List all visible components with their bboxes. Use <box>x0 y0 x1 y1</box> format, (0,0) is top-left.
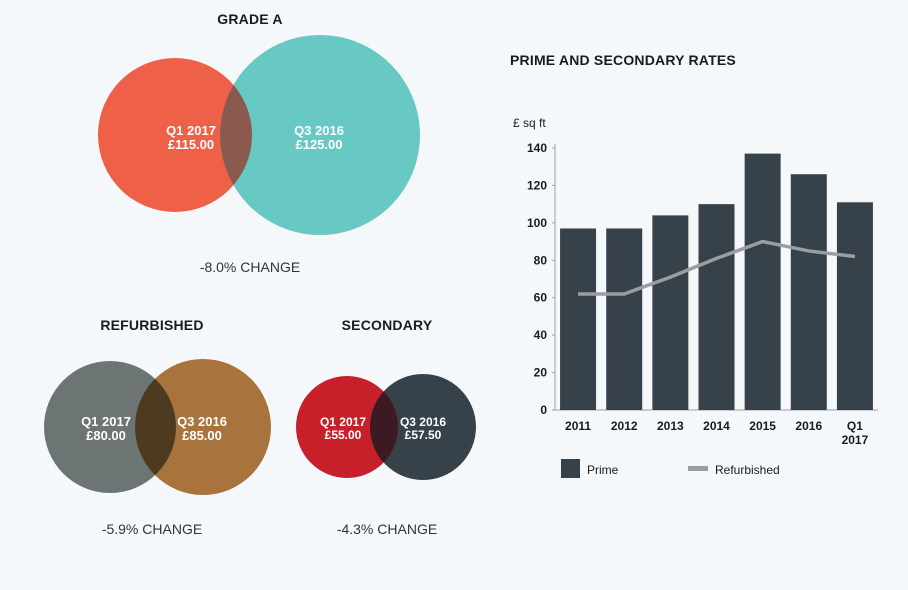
venn-secondary-right-period: Q3 2016 <box>400 415 446 429</box>
venn-grade-a-right-circle <box>220 35 420 235</box>
venn-title-refurbished: REFURBISHED <box>100 317 204 333</box>
venn-change-secondary: -4.3% CHANGE <box>336 521 438 537</box>
prime-bar <box>790 174 827 410</box>
prime-bar <box>836 202 873 410</box>
y-tick-label: 140 <box>527 141 547 155</box>
venn-secondary: Q1 2017 £55.00 Q3 2016 £57.50 <box>296 374 476 480</box>
x-tick-label: 2016 <box>795 419 822 433</box>
venn-grade-a-left-circle <box>98 58 252 212</box>
x-tick-label: 2014 <box>703 419 730 433</box>
chart-title: PRIME AND SECONDARY RATES <box>510 52 736 68</box>
prime-bar <box>698 204 735 410</box>
legend-refurbished-label: Refurbished <box>715 463 780 477</box>
legend-refurbished-swatch <box>688 466 708 471</box>
venn-refurbished: Q1 2017 £80.00 Q3 2016 £85.00 <box>44 359 271 495</box>
y-tick-label: 120 <box>527 178 547 192</box>
y-tick-label: 20 <box>534 366 548 380</box>
venn-grade-a-right-value: £125.00 <box>296 137 343 152</box>
x-tick-label: 2013 <box>657 419 684 433</box>
venn-title-grade-a: GRADE A <box>217 11 283 27</box>
y-tick-label: 40 <box>534 328 548 342</box>
y-tick-label: 80 <box>534 253 548 267</box>
venn-change-refurbished: -5.9% CHANGE <box>101 521 203 537</box>
prime-bar <box>744 153 781 410</box>
y-tick-label: 60 <box>534 291 548 305</box>
legend-prime-swatch <box>561 459 580 478</box>
venn-refurbished-right-value: £85.00 <box>182 428 222 443</box>
venn-refurbished-left-circle <box>44 361 176 493</box>
prime-bar <box>652 215 689 410</box>
x-tick-label: 2011 <box>565 419 591 433</box>
y-tick-label: 0 <box>540 403 547 417</box>
x-tick-label: Q1 <box>847 419 863 433</box>
x-tick-label: 2017 <box>842 433 869 447</box>
venn-secondary-left-period: Q1 2017 <box>320 415 366 429</box>
prime-bar <box>606 228 643 410</box>
venn-refurbished-right-circle <box>135 359 271 495</box>
venn-secondary-left-value: £55.00 <box>325 428 362 442</box>
venn-change-grade-a: -8.0% CHANGE <box>199 259 301 275</box>
venn-grade-a: Q1 2017 £115.00 Q3 2016 £125.00 <box>98 35 420 235</box>
x-tick-label: 2012 <box>611 419 638 433</box>
venn-grade-a-left-value: £115.00 <box>168 137 214 152</box>
venn-refurbished-right-period: Q3 2016 <box>177 414 227 429</box>
venn-grade-a-right-period: Q3 2016 <box>294 123 344 138</box>
prime-bar <box>560 228 597 410</box>
y-tick-label: 100 <box>527 216 547 230</box>
venn-refurbished-left-value: £80.00 <box>86 428 126 443</box>
venn-secondary-right-value: £57.50 <box>405 428 442 442</box>
venn-secondary-right-circle <box>370 374 476 480</box>
x-tick-label: 2015 <box>749 419 776 433</box>
venn-grade-a-left-period: Q1 2017 <box>166 123 216 138</box>
venn-title-secondary: SECONDARY <box>341 317 433 333</box>
venn-refurbished-left-period: Q1 2017 <box>81 414 131 429</box>
venn-secondary-left-circle <box>296 376 398 478</box>
legend-prime-label: Prime <box>587 463 619 477</box>
y-axis-unit-label: £ sq ft <box>513 116 546 130</box>
refurbished-line <box>578 239 856 296</box>
